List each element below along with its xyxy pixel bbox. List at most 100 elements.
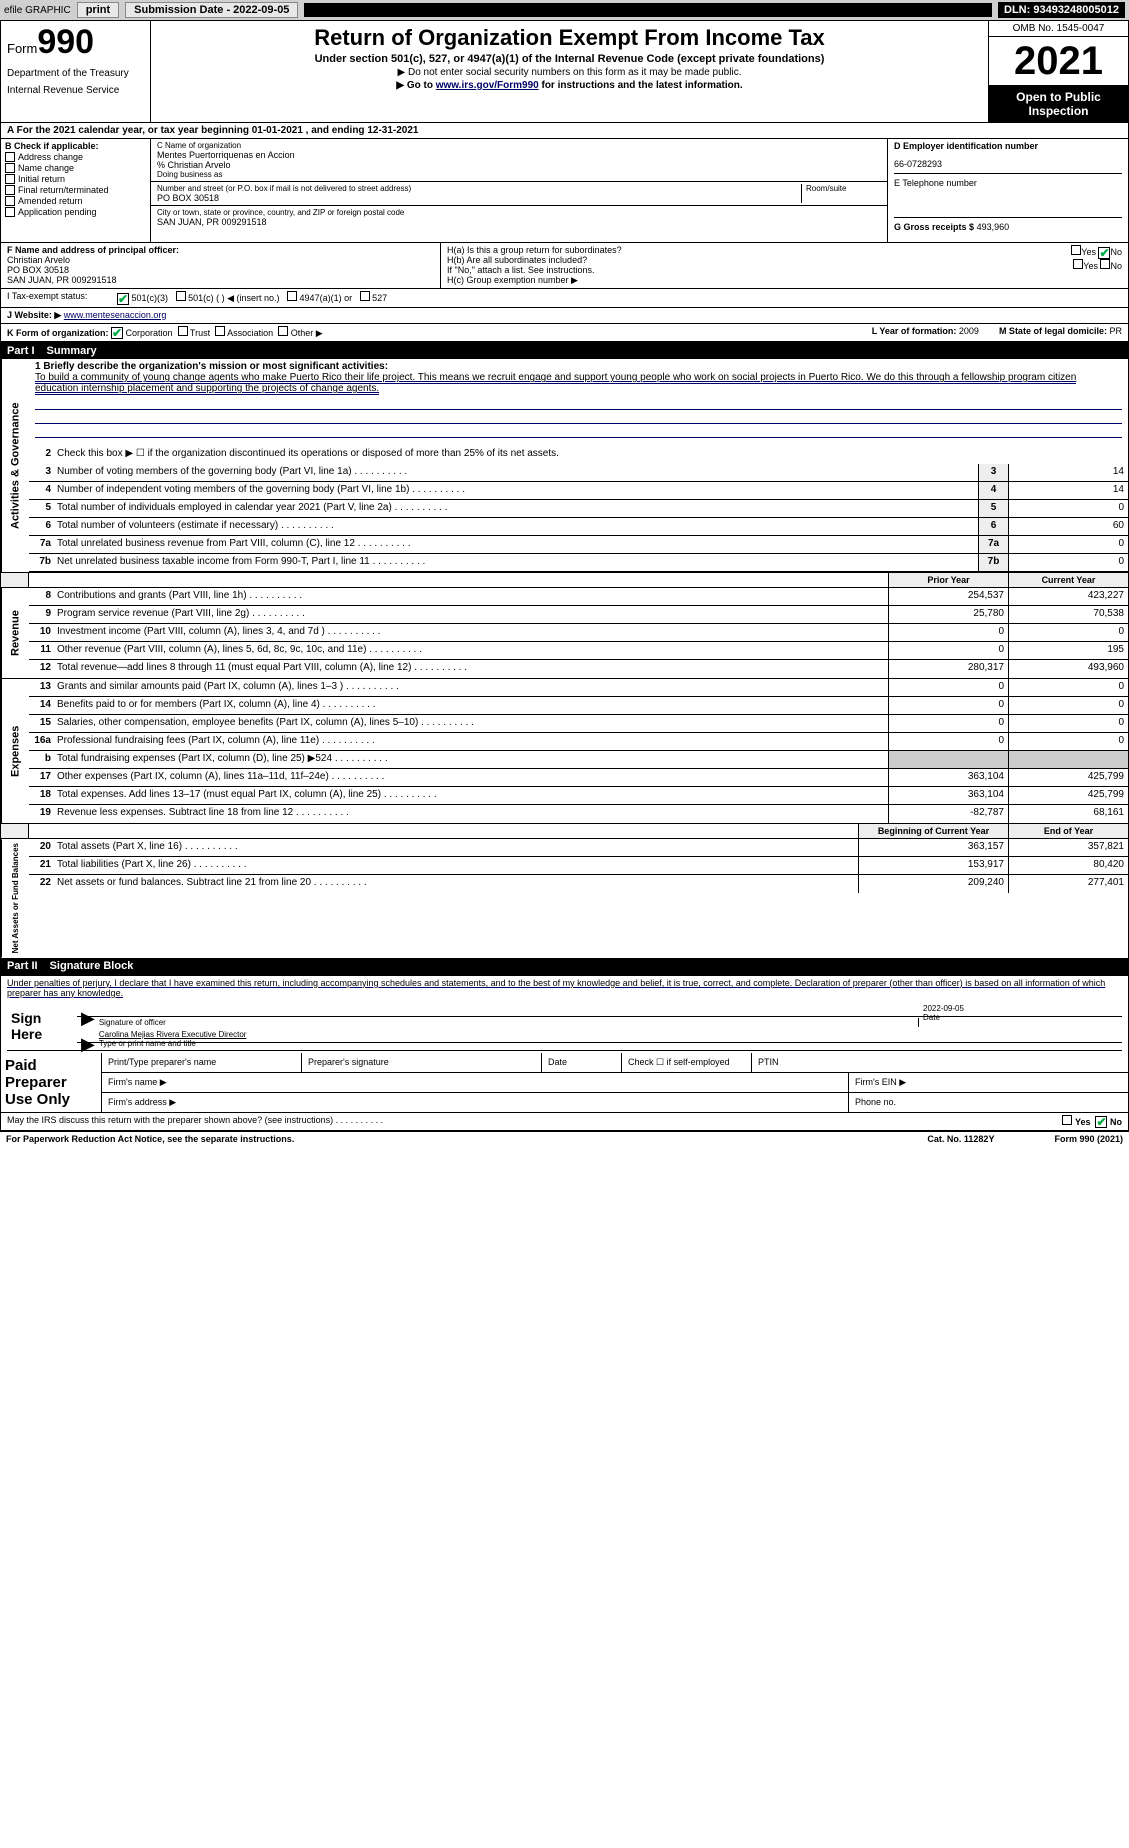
- form-title: Return of Organization Exempt From Incom…: [155, 25, 984, 51]
- part-1-title: Summary: [47, 345, 97, 357]
- hb-no-chk[interactable]: [1100, 259, 1110, 269]
- two-col-line: 12 Total revenue—add lines 8 through 11 …: [29, 660, 1128, 678]
- gov-line: 5 Total number of individuals employed i…: [29, 500, 1128, 518]
- chk-name-change[interactable]: [5, 163, 15, 173]
- gov-line: 7a Total unrelated business revenue from…: [29, 536, 1128, 554]
- firm-addr-label: Firm's address ▶: [101, 1093, 848, 1112]
- two-col-line: 19 Revenue less expenses. Subtract line …: [29, 805, 1128, 823]
- row-j: J Website: ▶ www.mentesenaccion.org: [1, 308, 1128, 324]
- discuss-no-chk[interactable]: [1095, 1116, 1107, 1128]
- chk-address-change[interactable]: [5, 152, 15, 162]
- line-num: 17: [29, 769, 55, 786]
- prior-year-val: 363,157: [858, 839, 1008, 856]
- current-year-val: 425,799: [1008, 769, 1128, 786]
- discuss-yes-chk[interactable]: [1062, 1115, 1072, 1125]
- line-desc: Grants and similar amounts paid (Part IX…: [55, 679, 888, 696]
- chk-trust[interactable]: [178, 326, 188, 336]
- section-b: B Check if applicable: Address change Na…: [1, 139, 151, 242]
- current-year-val: 277,401: [1008, 875, 1128, 893]
- sig-officer-label: Signature of officer: [99, 1018, 918, 1027]
- blank-line-2: [35, 410, 1122, 424]
- line-num: 7b: [29, 554, 55, 571]
- line-desc: Total expenses. Add lines 13–17 (must eq…: [55, 787, 888, 804]
- arrow-icon: ▶: [81, 1018, 95, 1027]
- expenses-section: Expenses 13 Grants and similar amounts p…: [1, 678, 1128, 823]
- opt-4947: 4947(a)(1) or: [300, 293, 353, 303]
- mission-text: To build a community of young change age…: [35, 372, 1076, 395]
- gov-line: 6 Total number of volunteers (estimate i…: [29, 518, 1128, 536]
- line-num: 9: [29, 606, 55, 623]
- chk-4947[interactable]: [287, 291, 297, 301]
- end-year-header: End of Year: [1008, 824, 1128, 838]
- chk-501c[interactable]: [176, 291, 186, 301]
- prior-year-val: 0: [888, 697, 1008, 714]
- chk-final-return[interactable]: [5, 185, 15, 195]
- ha-yes-chk[interactable]: [1071, 245, 1081, 255]
- opt-name-change: Name change: [18, 163, 74, 173]
- opt-final-return: Final return/terminated: [18, 185, 109, 195]
- print-name-label: Print/Type preparer's name: [101, 1053, 301, 1072]
- line-num: 10: [29, 624, 55, 641]
- chk-amended[interactable]: [5, 196, 15, 206]
- ha-label: H(a) Is this a group return for subordin…: [447, 245, 992, 255]
- row-f-h: F Name and address of principal officer:…: [1, 243, 1128, 289]
- opt-501c3: 501(c)(3): [132, 293, 169, 303]
- j-label: J Website: ▶: [7, 310, 61, 320]
- city-label: City or town, state or province, country…: [157, 208, 881, 217]
- phone-label: Phone no.: [848, 1093, 1128, 1112]
- chk-app-pending[interactable]: [5, 207, 15, 217]
- prior-year-val: 363,104: [888, 769, 1008, 786]
- signature-block: Under penalties of perjury, I declare th…: [1, 974, 1128, 1053]
- dept-treasury: Department of the Treasury: [7, 68, 144, 79]
- part-2-num: Part II: [7, 960, 38, 972]
- sig-date-value: 2022-09-05: [923, 1004, 1118, 1013]
- line-desc: Total liabilities (Part X, line 26): [55, 857, 858, 874]
- chk-assoc[interactable]: [215, 326, 225, 336]
- line-num: 14: [29, 697, 55, 714]
- arrow-icon-2: ▶: [81, 1044, 95, 1048]
- ha-no-chk[interactable]: [1098, 247, 1110, 259]
- sig-date-label: Date: [923, 1013, 940, 1022]
- website-link[interactable]: www.mentesenaccion.org: [64, 310, 167, 320]
- row-i: I Tax-exempt status: 501(c)(3) 501(c) ( …: [1, 289, 1128, 308]
- chk-corp[interactable]: [111, 327, 123, 339]
- tax-year: 2021: [989, 37, 1128, 86]
- chk-527[interactable]: [360, 291, 370, 301]
- irs-link[interactable]: www.irs.gov/Form990: [436, 80, 539, 91]
- sig-name-title-value: Carolina Mejias Rivera Executive Directo…: [99, 1030, 247, 1039]
- current-year-val: 195: [1008, 642, 1128, 659]
- line-desc: Number of voting members of the governin…: [55, 464, 978, 481]
- line-num: 21: [29, 857, 55, 874]
- current-year-val: 423,227: [1008, 588, 1128, 605]
- line-num: 4: [29, 482, 55, 499]
- ha-yes: Yes: [1081, 247, 1096, 257]
- org-name-value: Mentes Puertorriquenas en Accion: [157, 150, 881, 160]
- two-col-line: 21 Total liabilities (Part X, line 26) 1…: [29, 857, 1128, 875]
- chk-501c3[interactable]: [117, 293, 129, 305]
- line-desc: Other revenue (Part VIII, column (A), li…: [55, 642, 888, 659]
- line-num: 7a: [29, 536, 55, 553]
- tab-spacer-2: [1, 824, 29, 838]
- line-box: 7a: [978, 536, 1008, 553]
- tab-expenses: Expenses: [1, 679, 29, 823]
- check-if-label: Check ☐ if self-employed: [621, 1053, 751, 1072]
- line-num: 16a: [29, 733, 55, 750]
- print-button[interactable]: print: [77, 2, 119, 18]
- current-year-val: 68,161: [1008, 805, 1128, 823]
- ein-value: 66-0728293: [894, 159, 1122, 169]
- chk-initial-return[interactable]: [5, 174, 15, 184]
- line-desc: Total number of volunteers (estimate if …: [55, 518, 978, 535]
- current-year-header: Current Year: [1008, 573, 1128, 587]
- current-year-val: 0: [1008, 715, 1128, 732]
- prior-year-header: Prior Year: [888, 573, 1008, 587]
- tab-revenue: Revenue: [1, 588, 29, 678]
- sig-type-name-label: Type or print name and title: [99, 1039, 247, 1048]
- firm-ein-label: Firm's EIN ▶: [848, 1073, 1128, 1092]
- row-k-l-m: K Form of organization: Corporation Trus…: [1, 324, 1128, 344]
- current-year-val: 425,799: [1008, 787, 1128, 804]
- chk-other[interactable]: [278, 326, 288, 336]
- submission-date-button[interactable]: Submission Date - 2022-09-05: [125, 2, 298, 18]
- form-subtitle-3: ▶ Go to www.irs.gov/Form990 for instruct…: [155, 80, 984, 91]
- hb-yes-chk[interactable]: [1073, 259, 1083, 269]
- line-desc: Investment income (Part VIII, column (A)…: [55, 624, 888, 641]
